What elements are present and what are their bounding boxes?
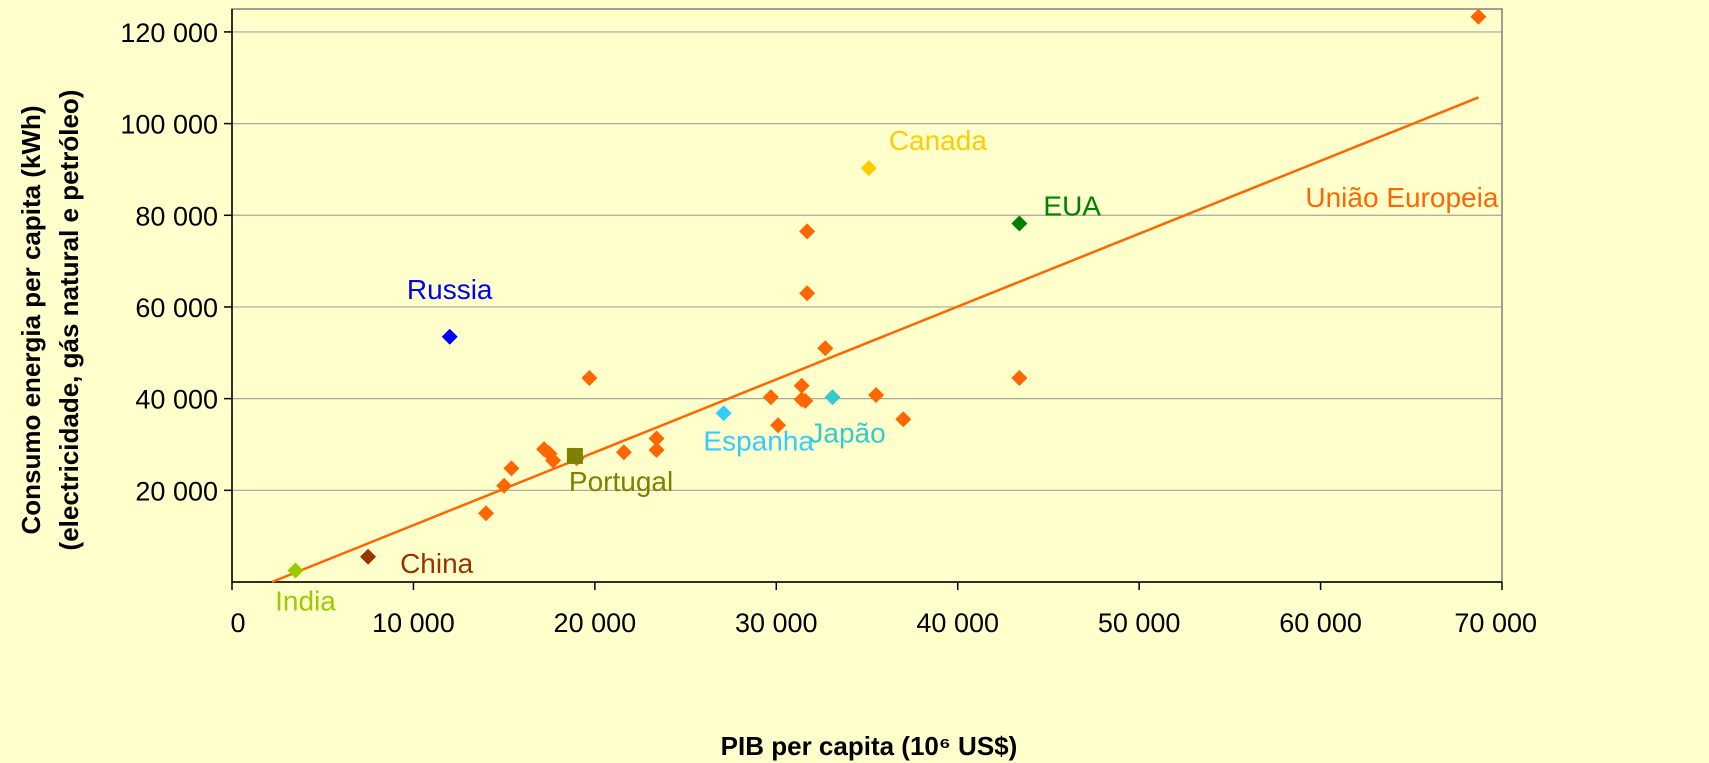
eu-country-point: [868, 386, 885, 403]
x-tick-label: 70 000: [1454, 608, 1537, 638]
x-tick-label: 50 000: [1098, 608, 1181, 638]
eu-country-point: [503, 460, 520, 477]
eu-country-point: [799, 223, 816, 240]
label-eua: EUA: [1043, 191, 1101, 222]
eu-country-point: [770, 417, 787, 434]
eu-country-point: [895, 411, 912, 428]
x-tick-label: 40 000: [916, 608, 999, 638]
point-uniao-europeia: [1470, 8, 1487, 25]
point-japao: [824, 389, 841, 406]
trendline: [271, 96, 1479, 584]
y-axis-title-line1: Consumo energia per capita (kWh): [16, 105, 46, 534]
eu-country-point: [545, 452, 562, 469]
eu-country-point: [793, 377, 810, 394]
eu-country-point: [762, 389, 779, 406]
x-axis-title: PIB per capita (10⁶ US$): [721, 731, 1018, 761]
label-portugal: Portugal: [569, 466, 673, 497]
point-canada: [860, 160, 877, 177]
point-russia: [441, 328, 458, 345]
eu-country-point: [496, 477, 513, 494]
point-india: [287, 562, 304, 579]
x-tick-label: 30 000: [735, 608, 818, 638]
eu-country-point: [648, 441, 665, 458]
x-tick-label: 20 000: [554, 608, 637, 638]
eu-country-point: [797, 392, 814, 409]
eu-country-point: [478, 505, 494, 522]
x-tick-label: 10 000: [372, 608, 455, 638]
point-eua: [1011, 215, 1028, 232]
y-tick-label: 40 000: [135, 385, 218, 415]
label-canada: Canada: [889, 125, 988, 156]
y-tick-label: 120 000: [120, 18, 218, 48]
label-espanha: Espanha: [703, 425, 814, 456]
y-tick-label: 80 000: [135, 201, 218, 231]
x-tick-label: 0: [230, 608, 245, 638]
label-russia: Russia: [407, 274, 493, 305]
eu-country-point: [1011, 370, 1028, 387]
label-japao: Japão: [809, 417, 885, 448]
y-tick-label: 60 000: [135, 293, 218, 323]
point-portugal: [566, 447, 583, 464]
eu-country-point: [648, 430, 665, 447]
point-espanha: [715, 405, 732, 422]
y-tick-label: 20 000: [135, 476, 218, 506]
y-tick-label: 100 000: [120, 110, 218, 140]
eu-country-point: [615, 444, 632, 461]
x-tick-label: 60 000: [1279, 608, 1362, 638]
eu-country-point: [817, 340, 834, 357]
eu-country-point: [799, 285, 816, 302]
eu-country-point: [581, 370, 598, 387]
label-india: India: [275, 586, 336, 617]
y-axis-title-line2: (electricidade, gás natural e petróleo): [54, 90, 84, 551]
label-uniao-europeia: União Europeia: [1305, 182, 1498, 213]
point-china: [360, 548, 377, 565]
label-china: China: [400, 548, 474, 579]
